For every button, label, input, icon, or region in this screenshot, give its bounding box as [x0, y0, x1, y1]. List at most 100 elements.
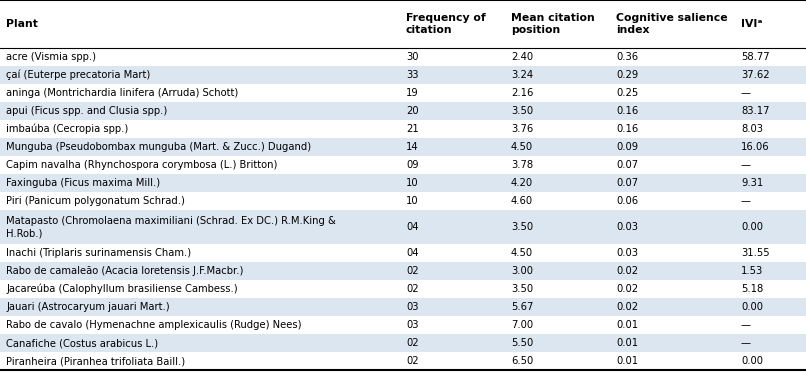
Text: Faxinguba (Ficus maxima Mill.): Faxinguba (Ficus maxima Mill.)	[6, 178, 160, 188]
Text: IVIᵃ: IVIᵃ	[741, 19, 762, 29]
Text: 0.02: 0.02	[616, 266, 638, 276]
Text: —: —	[741, 160, 751, 170]
Bar	[0, 244, 806, 262]
Text: Rabo de camaleão (Acacia loretensis J.F.Macbr.): Rabo de camaleão (Acacia loretensis J.F.…	[6, 266, 243, 276]
Text: 21: 21	[406, 124, 419, 134]
Text: —: —	[741, 88, 751, 98]
Text: 83.17: 83.17	[741, 106, 770, 116]
Text: 3.50: 3.50	[511, 106, 533, 116]
Text: Jacareúba (Calophyllum brasiliense Cambess.): Jacareúba (Calophyllum brasiliense Cambe…	[6, 284, 238, 294]
Text: 5.18: 5.18	[741, 284, 763, 294]
Text: 0.16: 0.16	[616, 106, 638, 116]
Text: Cognitive salience
index: Cognitive salience index	[616, 13, 728, 35]
Text: 09: 09	[406, 160, 418, 170]
Text: 58.77: 58.77	[741, 52, 770, 62]
Text: 4.20: 4.20	[511, 178, 533, 188]
Text: 0.03: 0.03	[616, 248, 638, 258]
Text: Frequency of
citation: Frequency of citation	[406, 13, 486, 35]
Text: 30: 30	[406, 52, 418, 62]
Text: Plant: Plant	[6, 19, 38, 29]
Text: 03: 03	[406, 320, 418, 330]
Text: 6.50: 6.50	[511, 356, 534, 366]
Bar	[0, 334, 806, 352]
Bar	[0, 120, 806, 138]
Text: Mean citation
position: Mean citation position	[511, 13, 595, 35]
Text: 0.00: 0.00	[741, 356, 763, 366]
Text: Rabo de cavalo (Hymenachne amplexicaulis (Rudge) Nees): Rabo de cavalo (Hymenachne amplexicaulis…	[6, 320, 301, 330]
Text: 4.50: 4.50	[511, 142, 533, 152]
Text: Jauari (Astrocaryum jauari Mart.): Jauari (Astrocaryum jauari Mart.)	[6, 302, 169, 312]
Text: 2.40: 2.40	[511, 52, 533, 62]
Text: acre (Vismia spp.): acre (Vismia spp.)	[6, 52, 96, 62]
Bar	[0, 102, 806, 120]
Text: 02: 02	[406, 338, 418, 348]
Text: 02: 02	[406, 356, 418, 366]
Text: 0.29: 0.29	[616, 70, 638, 80]
Text: 5.67: 5.67	[511, 302, 534, 312]
Text: Capim navalha (Rhynchospora corymbosa (L.) Britton): Capim navalha (Rhynchospora corymbosa (L…	[6, 160, 277, 170]
Text: 10: 10	[406, 178, 418, 188]
Text: Canafiche (Costus arabicus L.): Canafiche (Costus arabicus L.)	[6, 338, 158, 348]
Text: 0.01: 0.01	[616, 338, 638, 348]
Bar	[0, 138, 806, 156]
Text: 4.60: 4.60	[511, 196, 533, 206]
Text: 10: 10	[406, 196, 418, 206]
Text: 0.16: 0.16	[616, 124, 638, 134]
Text: 37.62: 37.62	[741, 70, 770, 80]
Text: 5.50: 5.50	[511, 338, 534, 348]
Bar	[0, 84, 806, 102]
Bar	[0, 262, 806, 280]
Text: 02: 02	[406, 284, 418, 294]
Text: 31.55: 31.55	[741, 248, 770, 258]
Text: 0.00: 0.00	[741, 302, 763, 312]
Text: Inachi (Triplaris surinamensis Cham.): Inachi (Triplaris surinamensis Cham.)	[6, 248, 191, 258]
Text: 33: 33	[406, 70, 418, 80]
Bar	[0, 316, 806, 334]
Text: Munguba (Pseudobombax munguba (Mart. & Zucc.) Dugand): Munguba (Pseudobombax munguba (Mart. & Z…	[6, 142, 311, 152]
Text: Piranheira (Piranhea trifoliata Baill.): Piranheira (Piranhea trifoliata Baill.)	[6, 356, 185, 366]
Text: 04: 04	[406, 222, 418, 232]
Text: 04: 04	[406, 248, 418, 258]
Bar	[0, 48, 806, 66]
Text: çaí (Euterpe precatoria Mart): çaí (Euterpe precatoria Mart)	[6, 70, 150, 80]
Text: 0.07: 0.07	[616, 178, 638, 188]
Text: 3.78: 3.78	[511, 160, 533, 170]
Text: 03: 03	[406, 302, 418, 312]
Text: 0.01: 0.01	[616, 356, 638, 366]
Text: 7.00: 7.00	[511, 320, 533, 330]
Text: 14: 14	[406, 142, 418, 152]
Bar	[0, 192, 806, 210]
Bar	[0, 280, 806, 298]
Bar	[0, 352, 806, 370]
Text: 16.06: 16.06	[741, 142, 770, 152]
Text: 0.07: 0.07	[616, 160, 638, 170]
Text: 02: 02	[406, 266, 418, 276]
Text: aninga (Montrichardia linifera (Arruda) Schott): aninga (Montrichardia linifera (Arruda) …	[6, 88, 239, 98]
Text: 2.16: 2.16	[511, 88, 534, 98]
Text: 0.06: 0.06	[616, 196, 638, 206]
Text: 4.50: 4.50	[511, 248, 533, 258]
Text: 19: 19	[406, 88, 419, 98]
Bar	[0, 174, 806, 192]
Text: imbaúba (Cecropia spp.): imbaúba (Cecropia spp.)	[6, 124, 128, 134]
Text: 0.09: 0.09	[616, 142, 638, 152]
Text: 3.50: 3.50	[511, 284, 533, 294]
Text: Matapasto (Chromolaena maximiliani (Schrad. Ex DC.) R.M.King &
H.Rob.): Matapasto (Chromolaena maximiliani (Schr…	[6, 216, 336, 238]
Text: 3.24: 3.24	[511, 70, 533, 80]
Text: 0.02: 0.02	[616, 284, 638, 294]
Text: 3.00: 3.00	[511, 266, 533, 276]
Text: 0.25: 0.25	[616, 88, 638, 98]
Bar	[0, 66, 806, 84]
Text: 0.00: 0.00	[741, 222, 763, 232]
Text: —: —	[741, 196, 751, 206]
Bar	[0, 210, 806, 244]
Text: 0.36: 0.36	[616, 52, 638, 62]
Text: 3.76: 3.76	[511, 124, 534, 134]
Text: 9.31: 9.31	[741, 178, 763, 188]
Text: 20: 20	[406, 106, 418, 116]
Text: 0.02: 0.02	[616, 302, 638, 312]
Text: —: —	[741, 320, 751, 330]
Text: 0.03: 0.03	[616, 222, 638, 232]
Text: 3.50: 3.50	[511, 222, 533, 232]
Bar	[0, 298, 806, 316]
